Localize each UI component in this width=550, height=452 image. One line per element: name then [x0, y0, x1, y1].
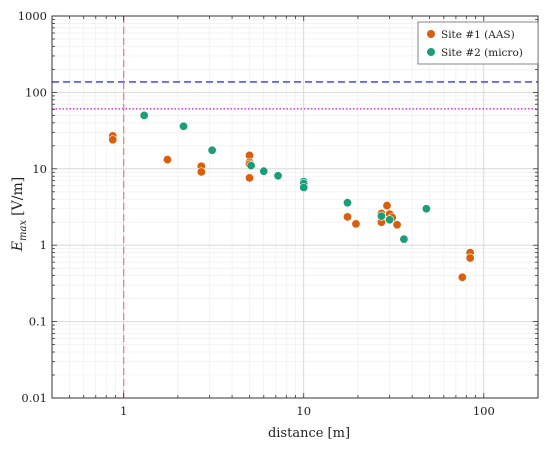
y-tick-label: 10: [32, 162, 47, 176]
legend: Site #1 (AAS) Site #2 (micro): [417, 21, 539, 65]
site1-data-point: [342, 212, 352, 222]
tick-marks: [51, 15, 539, 399]
y-tick-label: 100: [25, 85, 47, 99]
site2-data-point: [299, 182, 309, 192]
site2-data-point: [246, 161, 256, 171]
site1-data-point: [108, 135, 118, 145]
legend-label-site1: Site #1 (AAS): [441, 29, 515, 41]
site1-data-point: [196, 167, 206, 177]
y-tick-label: 1: [40, 238, 47, 252]
legend-marker-site1: [427, 30, 435, 38]
y-tick-label: 1000: [18, 9, 47, 23]
site2-data-point: [207, 145, 217, 155]
legend-box: [417, 21, 539, 65]
site2-data-point: [385, 215, 395, 225]
site2-data-point: [399, 234, 409, 244]
y-axis-label-sub: max: [18, 220, 29, 241]
site1-data-point: [392, 220, 402, 230]
major-grid: [52, 15, 538, 399]
site2-data-point: [259, 166, 269, 176]
y-axis-label-main: E: [10, 241, 26, 252]
data-points: [108, 110, 475, 282]
tick-labels: 1 10 100 0.01 0.1 1 10 100 1000: [18, 9, 495, 418]
plot-frame: [51, 15, 539, 399]
site2-data-point: [273, 171, 283, 181]
x-tick-label: 1: [120, 404, 127, 418]
site1-data-point: [245, 173, 255, 183]
y-tick-label: 0.1: [29, 315, 47, 329]
site1-data-point: [382, 201, 392, 211]
site2-data-point: [342, 198, 352, 208]
y-axis-label-unit: [V/m]: [10, 177, 26, 216]
site1-data-point: [457, 272, 467, 282]
site2-data-point: [179, 121, 189, 131]
site2-data-point: [421, 204, 431, 214]
site1-data-point: [162, 155, 172, 165]
x-tick-label: 10: [296, 404, 311, 418]
legend-label-site2: Site #2 (micro): [441, 47, 523, 59]
x-axis-label: distance [m]: [268, 426, 350, 441]
site2-data-point: [376, 211, 386, 221]
reference-lines: [52, 16, 538, 398]
legend-marker-site2: [427, 48, 435, 56]
minor-grid: [51, 16, 539, 398]
y-axis-label: Emax [V/m]: [10, 177, 29, 252]
x-tick-label: 100: [473, 404, 495, 418]
site1-data-point: [465, 253, 475, 263]
site2-data-point: [139, 110, 149, 120]
y-tick-label: 0.01: [21, 391, 47, 405]
site1-data-point: [351, 219, 361, 229]
